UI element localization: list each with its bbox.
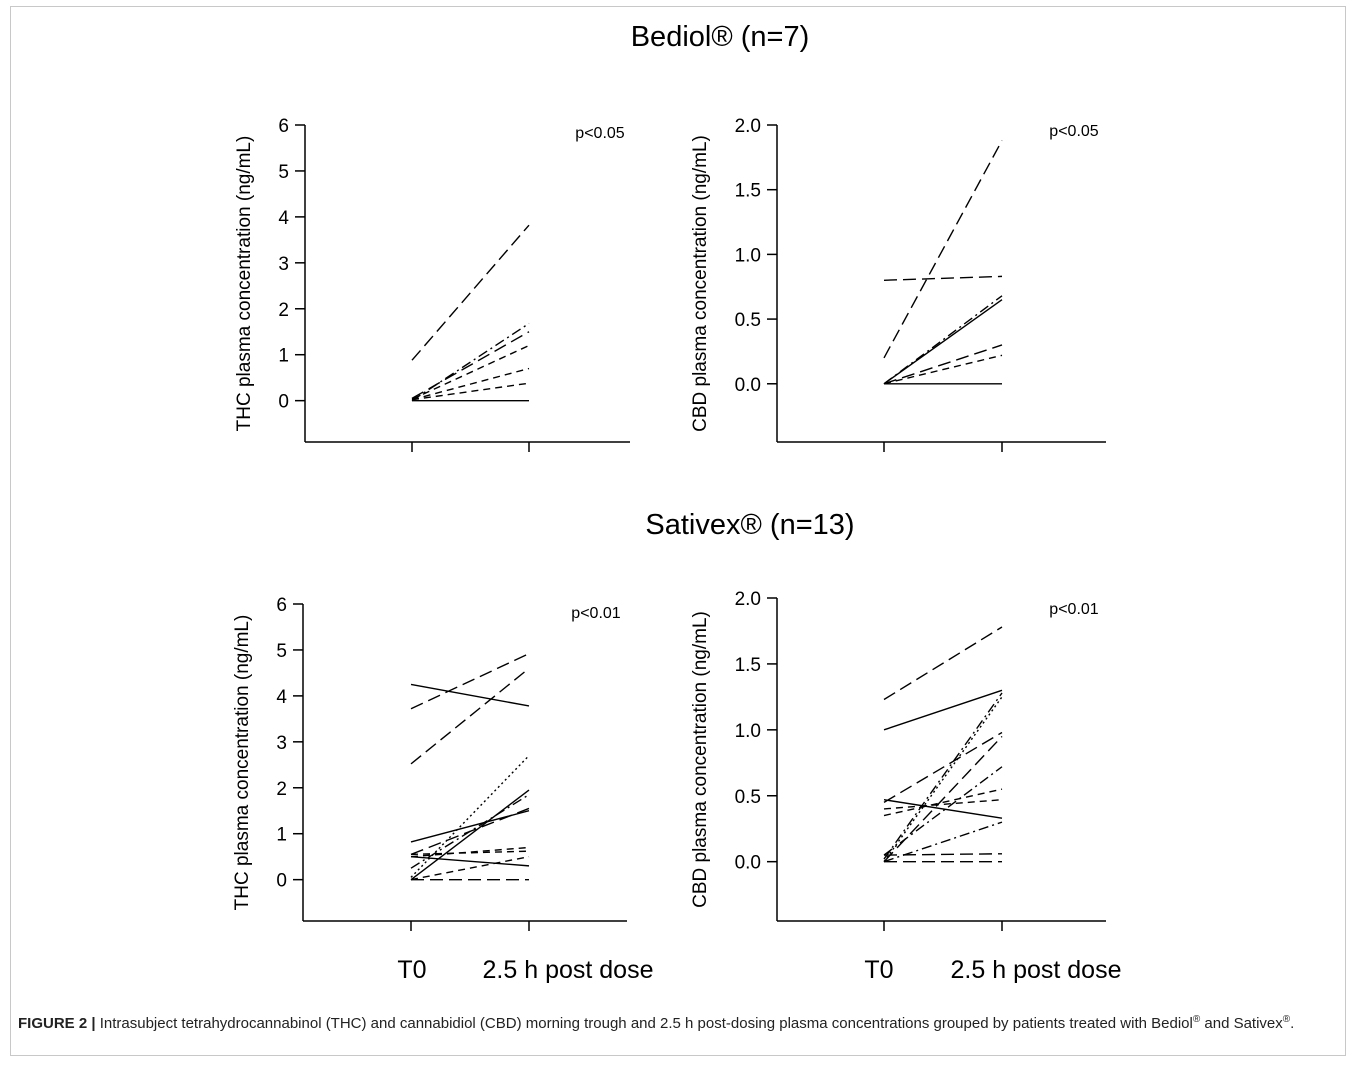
subject-line: [883, 766, 1003, 856]
subject-line: [883, 354, 1003, 385]
y-tick-label: 0.5: [735, 310, 761, 331]
p-value-annotation: p<0.05: [575, 125, 624, 142]
y-tick-label: 1: [276, 825, 287, 846]
subject-line: [411, 367, 530, 401]
y-tick-label: 3: [278, 254, 289, 275]
y-tick-label: 0: [276, 871, 287, 892]
figure-panels: Bediol® (n=7) Sativex® (n=13) 0 1 2 3 4 5 6 THC…: [232, 21, 1122, 984]
y-tick-label: 1: [278, 346, 289, 367]
p-value-annotation: p<0.05: [1049, 123, 1098, 140]
subject-line: [883, 853, 1003, 856]
subject-line: [883, 626, 1003, 701]
subject-line: [883, 696, 1003, 863]
sativex-cbd-panel: 0.0 0.5 1.0 1.5 2.0 CBD plasma concentration …: [690, 589, 1106, 931]
caption-label: FIGURE 2 |: [18, 1015, 96, 1032]
y-tick-label: 2.0: [735, 589, 761, 610]
subject-line: [410, 667, 530, 765]
subject-line: [883, 799, 1003, 810]
y-tick-label: 0.5: [735, 787, 761, 808]
y-tick-label: 2: [276, 779, 287, 800]
y-tick-label: 1.5: [735, 655, 761, 676]
subject-line: [411, 331, 530, 399]
subject-line: [410, 850, 530, 856]
figure-caption: FIGURE 2 | Intrasubject tetrahydrocannab…: [18, 1014, 1338, 1034]
p-value-annotation: p<0.01: [1049, 601, 1098, 618]
y-tick-label: 0: [278, 392, 289, 413]
y-tick-label: 4: [278, 208, 289, 229]
y-tick-label: 0.0: [735, 853, 761, 874]
subject-line: [883, 731, 1003, 803]
caption-text-2: and Sativex: [1200, 1015, 1283, 1032]
figure-frame: [10, 6, 1346, 1056]
y-axis-label: CBD plasma concentration (ng/mL): [690, 611, 711, 908]
bediol-section-title: Bediol® (n=7): [631, 21, 810, 53]
y-tick-label: 3: [276, 733, 287, 754]
subject-line: [410, 810, 530, 843]
bediol-cbd-panel: 0.0 0.5 1.0 1.5 2.0 CBD plasma concentration …: [690, 116, 1106, 452]
p-value-annotation: p<0.01: [571, 605, 620, 622]
y-tick-label: 4: [276, 687, 287, 708]
x-category-post-dose-right: 2.5 h post dose: [951, 956, 1122, 984]
y-tick-label: 2.0: [735, 116, 761, 137]
y-axis-label: CBD plasma concentration (ng/mL): [690, 135, 711, 432]
subject-line: [883, 692, 1003, 860]
x-category-t0-left: T0: [397, 956, 426, 984]
subject-line: [410, 855, 530, 881]
subject-line: [883, 344, 1003, 385]
y-tick-label: 6: [278, 116, 289, 137]
subject-line: [411, 382, 530, 401]
subject-line: [410, 846, 530, 858]
sativex-section-title: Sativex® (n=13): [645, 509, 854, 541]
subject-line: [410, 789, 530, 881]
subject-line: [411, 224, 530, 361]
y-tick-label: 1.0: [735, 245, 761, 266]
y-axis-label: THC plasma concentration (ng/mL): [232, 615, 253, 911]
x-category-post-dose-left: 2.5 h post dose: [483, 956, 654, 984]
y-tick-label: 0.0: [735, 375, 761, 396]
subject-line: [883, 689, 1003, 731]
subject-line: [883, 735, 1003, 863]
subject-line: [883, 299, 1003, 385]
y-axis-label: THC plasma concentration (ng/mL): [234, 136, 255, 432]
x-category-t0-right: T0: [864, 956, 893, 984]
caption-text-3: .: [1290, 1015, 1295, 1032]
subject-line: [410, 855, 530, 867]
y-tick-label: 6: [276, 595, 287, 616]
caption-text-1: Intrasubject tetrahydrocannabinol (THC) …: [95, 1015, 1193, 1032]
subject-line: [411, 344, 530, 400]
y-tick-label: 5: [278, 162, 289, 183]
subject-line: [883, 788, 1003, 817]
y-tick-label: 1.5: [735, 181, 761, 202]
subject-line: [883, 275, 1003, 281]
subject-line: [410, 755, 530, 878]
sativex-thc-panel: 0 1 2 3 4 5 6 THC plasma concentration (ng/mL) p…: [232, 595, 627, 931]
subject-line: [410, 652, 530, 710]
caption-sup-1: ®: [1192, 1014, 1201, 1025]
subject-line: [883, 140, 1003, 359]
caption-sup-2: ®: [1282, 1014, 1291, 1025]
subject-line: [410, 683, 530, 707]
subject-line: [883, 799, 1003, 819]
y-tick-label: 2: [278, 300, 289, 321]
y-tick-label: 5: [276, 641, 287, 662]
y-tick-label: 1.0: [735, 721, 761, 742]
bediol-thc-panel: 0 1 2 3 4 5 6 THC plasma concentration (ng/mL) p…: [234, 116, 630, 452]
